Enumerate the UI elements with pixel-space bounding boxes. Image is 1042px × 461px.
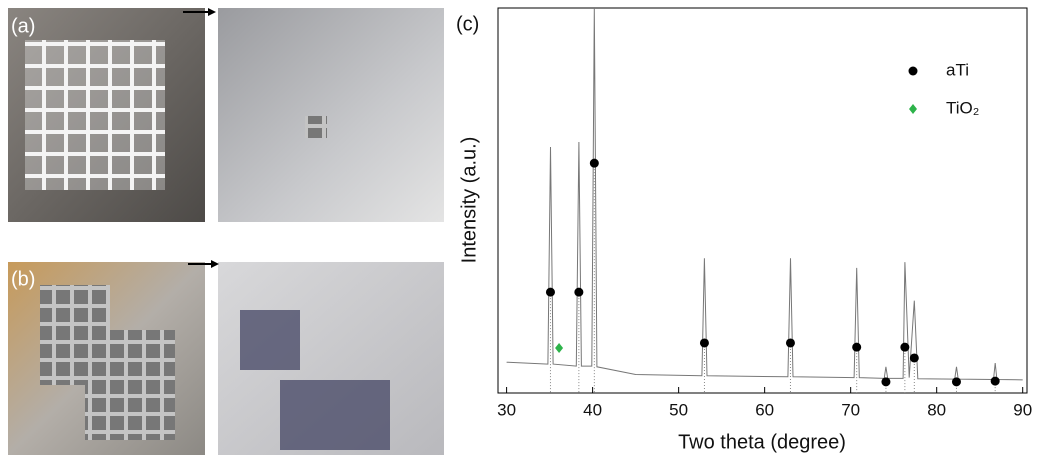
marker xyxy=(990,376,1000,386)
photo-lattice xyxy=(25,40,165,190)
photo-cube xyxy=(85,330,175,440)
marker xyxy=(909,353,919,363)
marker xyxy=(881,377,891,387)
x-tick-label: 70 xyxy=(841,400,860,419)
marker xyxy=(589,158,599,168)
panel-label: (a) xyxy=(11,15,35,37)
y-axis-title: Intensity (a.u.) xyxy=(458,137,480,264)
x-tick-label: 90 xyxy=(1013,400,1032,419)
plot-frame xyxy=(497,7,1028,394)
photo-powder xyxy=(240,310,300,370)
marker xyxy=(545,287,555,297)
legend-marker xyxy=(909,104,917,114)
arrow-head xyxy=(211,260,219,268)
x-tick-label: 80 xyxy=(927,400,946,419)
marker xyxy=(852,342,862,352)
panel-label: (c) xyxy=(456,13,479,35)
marker xyxy=(951,377,961,387)
marker xyxy=(574,287,584,297)
legend-label: TiO₂ xyxy=(946,98,979,117)
x-tick-label: 50 xyxy=(669,400,688,419)
photo xyxy=(218,8,444,222)
marker xyxy=(785,338,795,348)
arrow-head xyxy=(208,8,216,16)
x-tick-label: 40 xyxy=(583,400,602,419)
x-tick-label: 60 xyxy=(755,400,774,419)
x-axis-title: Two theta (degree) xyxy=(678,431,846,453)
legend-label: aTi xyxy=(946,60,969,79)
legend-marker xyxy=(908,66,918,76)
marker xyxy=(900,342,910,352)
marker xyxy=(699,338,709,348)
photo-powder xyxy=(280,380,390,450)
marker xyxy=(555,342,564,353)
photo-cube xyxy=(305,116,327,138)
panel-label: (b) xyxy=(11,268,35,290)
x-tick-label: 30 xyxy=(497,400,516,419)
